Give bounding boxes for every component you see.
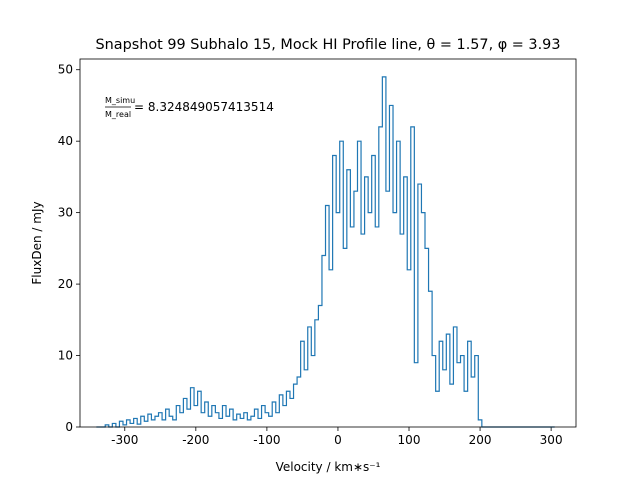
annotation-denominator: M_real xyxy=(105,110,131,119)
y-tick-label: 10 xyxy=(58,349,73,363)
x-tick-label: 0 xyxy=(334,433,342,447)
y-axis-label: FluxDen / mJy xyxy=(30,201,44,284)
annotation-numerator: M_simu xyxy=(105,96,135,105)
profile-line xyxy=(96,76,555,428)
y-tick-label: 0 xyxy=(65,420,73,434)
x-tick-label: 200 xyxy=(469,433,492,447)
y-tick-label: 50 xyxy=(58,63,73,77)
x-tick-label: -300 xyxy=(111,433,138,447)
y-tick-label: 20 xyxy=(58,277,73,291)
y-tick-label: 40 xyxy=(58,134,73,148)
x-tick-label: -100 xyxy=(253,433,280,447)
x-axis-label: Velocity / km∗s⁻¹ xyxy=(276,460,381,474)
plot-frame xyxy=(79,58,577,428)
x-tick-label: 100 xyxy=(398,433,421,447)
chart-title: Snapshot 99 Subhalo 15, Mock HI Profile … xyxy=(96,37,561,53)
x-tick-label: 300 xyxy=(540,433,563,447)
y-tick-label: 30 xyxy=(58,206,73,220)
x-tick-label: -200 xyxy=(182,433,209,447)
annotation-value: = 8.324849057413514 xyxy=(134,100,274,114)
